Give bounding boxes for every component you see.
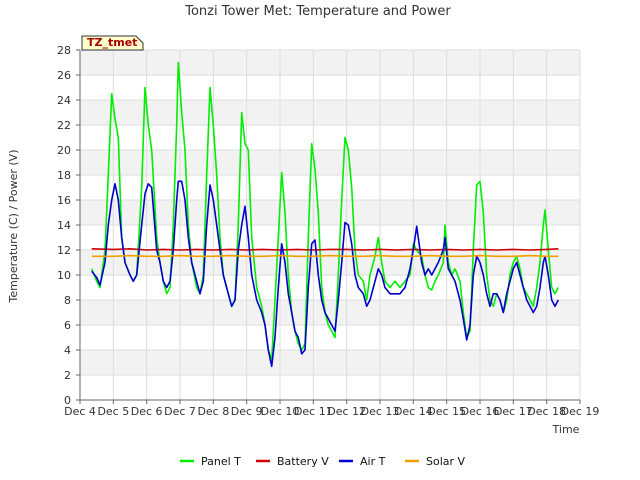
y-tick-label: 20	[57, 144, 71, 157]
plot-band	[80, 350, 580, 375]
y-tick-label: 22	[57, 119, 71, 132]
legend: Panel T Battery V Air T Solar V	[180, 455, 466, 468]
x-axis-label: Time	[552, 423, 580, 436]
legend-label: Solar V	[426, 455, 466, 468]
plot-band	[80, 200, 580, 225]
y-tick-label: 2	[64, 369, 71, 382]
station-label: TZ_tmet	[87, 36, 137, 49]
x-tick-label: Dec 16	[461, 405, 500, 418]
x-tick-label: Dec 11	[294, 405, 333, 418]
y-tick-label: 26	[57, 69, 71, 82]
x-tick-label: Dec 18	[527, 405, 566, 418]
x-tick-label: Dec 7	[164, 405, 196, 418]
x-tick-label: Dec 13	[361, 405, 400, 418]
x-tick-label: Dec 5	[97, 405, 129, 418]
chart-title: Tonzi Tower Met: Temperature and Power	[184, 4, 451, 19]
y-tick-label: 8	[64, 294, 71, 307]
x-tick-label: Dec 15	[427, 405, 466, 418]
y-tick-label: 10	[57, 269, 71, 282]
y-tick-label: 14	[57, 219, 71, 232]
y-tick-label: 18	[57, 169, 71, 182]
legend-label: Battery V	[277, 455, 329, 468]
x-tick-label: Dec 19	[561, 405, 600, 418]
y-tick-label: 24	[57, 94, 71, 107]
plot-band	[80, 250, 580, 275]
y-tick-label: 16	[57, 194, 71, 207]
y-tick-label: 12	[57, 244, 71, 257]
y-axis-label: Temperature (C) / Power (V)	[7, 149, 20, 303]
x-tick-label: Dec 12	[327, 405, 366, 418]
y-tick-label: 28	[57, 44, 71, 57]
plot-band	[80, 150, 580, 175]
plot-band	[80, 50, 580, 75]
series-line-solar-v	[91, 254, 559, 258]
x-tick-label: Dec 10	[261, 405, 300, 418]
y-tick-label: 4	[64, 344, 71, 357]
legend-label: Air T	[360, 455, 386, 468]
plot-band	[80, 100, 580, 125]
x-tick-label: Dec 17	[494, 405, 533, 418]
x-tick-label: Dec 4	[64, 405, 96, 418]
series-line-air-t	[91, 180, 560, 368]
x-tick-label: Dec 14	[394, 405, 433, 418]
station-label-box: TZ_tmet	[81, 35, 144, 51]
legend-label: Panel T	[201, 455, 241, 468]
series-group	[90, 61, 560, 368]
y-tick-label: 0	[64, 394, 71, 407]
y-tick-label: 6	[64, 319, 71, 332]
x-tick-label: Dec 6	[131, 405, 163, 418]
x-tick-label: Dec 9	[231, 405, 263, 418]
series-line-battery-v	[91, 248, 559, 251]
x-tick-label: Dec 8	[197, 405, 229, 418]
